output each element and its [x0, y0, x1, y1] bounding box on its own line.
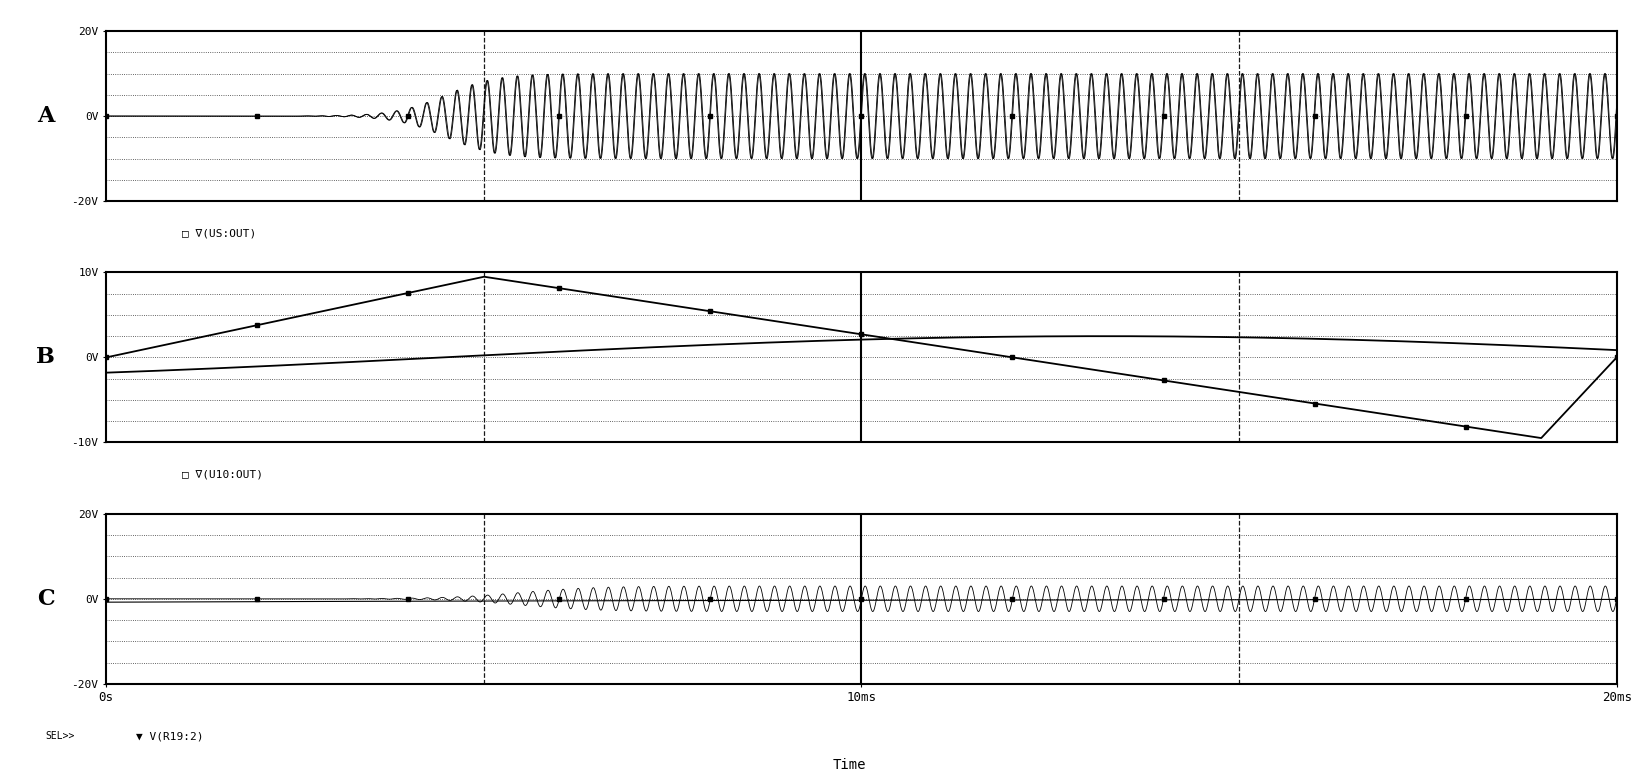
- Text: ▼ V(R19:2): ▼ V(R19:2): [137, 731, 204, 741]
- Text: SEL>>: SEL>>: [46, 731, 75, 741]
- Text: □ ∇(US:OUT): □ ∇(US:OUT): [181, 228, 256, 239]
- Text: A: A: [38, 105, 54, 127]
- Text: Time: Time: [832, 758, 865, 772]
- Text: B: B: [36, 347, 55, 368]
- Text: □ ∇(U10:OUT): □ ∇(U10:OUT): [181, 469, 263, 479]
- Text: C: C: [38, 587, 54, 610]
